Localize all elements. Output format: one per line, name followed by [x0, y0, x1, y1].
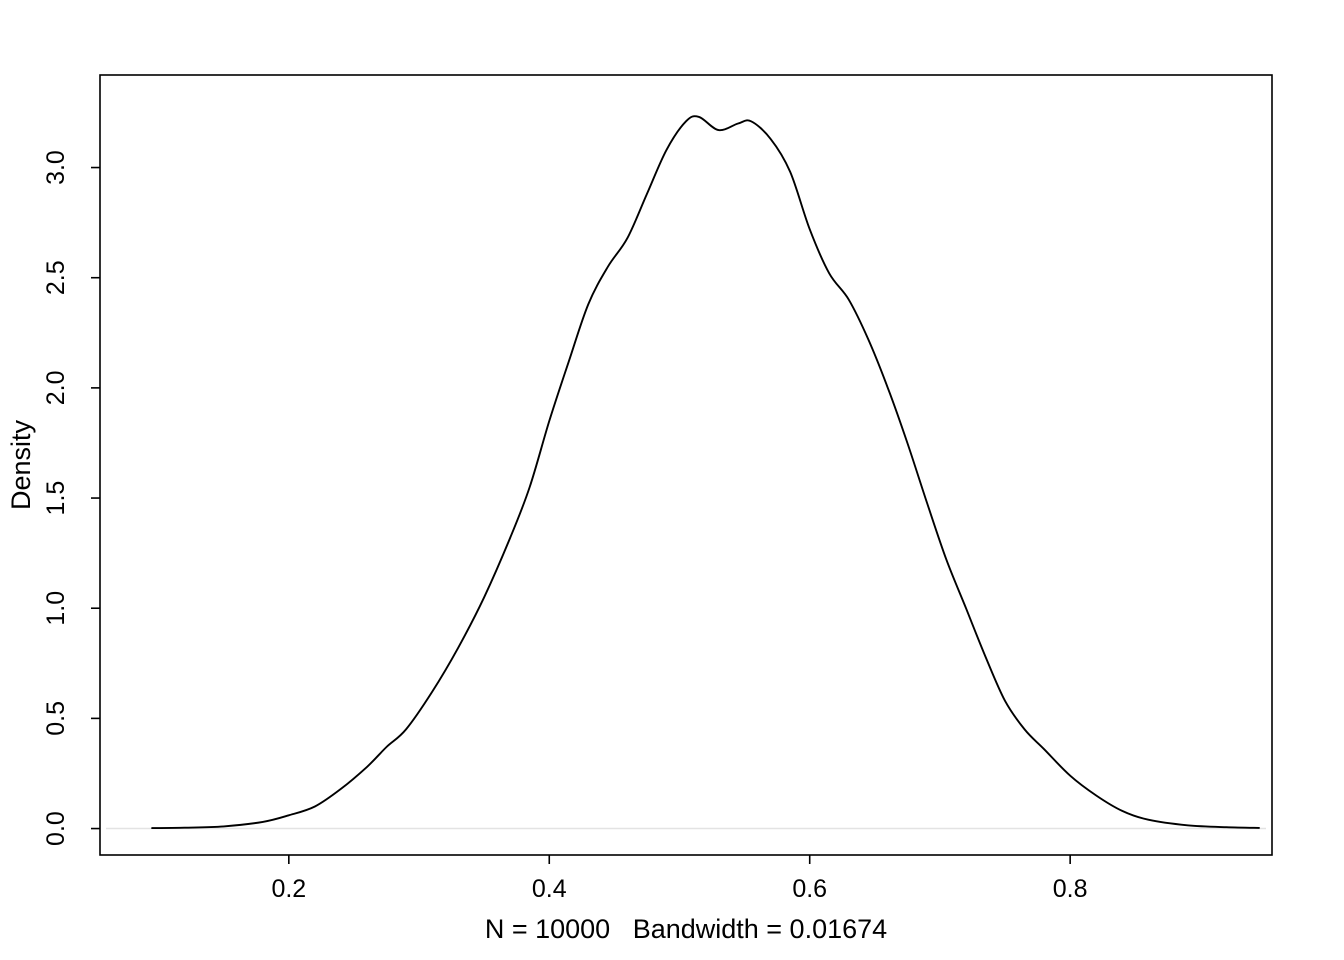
y-tick-label: 0.0: [42, 811, 70, 846]
x-axis-label: N = 10000 Bandwidth = 0.01674: [485, 914, 887, 944]
y-tick-label: 2.0: [42, 370, 70, 405]
y-tick-label: 0.5: [42, 701, 70, 736]
x-tick-label: 0.2: [271, 875, 306, 903]
y-tick-label: 1.5: [42, 481, 70, 516]
y-tick-label: 2.5: [42, 260, 70, 295]
y-tick-label: 1.0: [42, 591, 70, 626]
x-tick-label: 0.4: [532, 875, 567, 903]
x-tick-label: 0.8: [1053, 875, 1088, 903]
density-curve: [151, 115, 1260, 830]
plot-border: [99, 74, 1273, 856]
x-axis: 0.2 0.4 0.6 0.8: [271, 855, 1088, 903]
x-tick-label: 0.6: [792, 875, 827, 903]
y-axis: 0.0 0.5 1.0 1.5 2.0 2.5 3.0: [42, 150, 100, 846]
y-axis-label: Density: [6, 419, 36, 510]
y-tick-label: 3.0: [42, 150, 70, 185]
